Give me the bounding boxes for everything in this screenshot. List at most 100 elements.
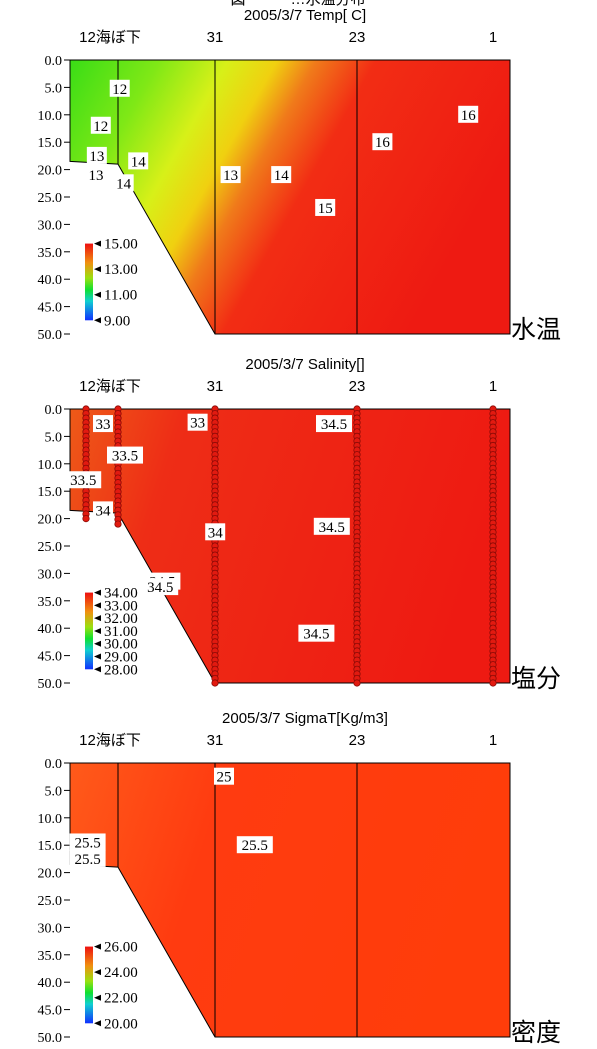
colorbar-label: 31.00 (104, 624, 138, 640)
contour-label: 33 (96, 417, 111, 433)
contour-label-bg (90, 116, 111, 134)
contour-label: 34 (96, 503, 112, 519)
colorbar-arrow (94, 627, 101, 634)
y-tick-label: 25.0 (38, 540, 63, 555)
panel-title: 2005/3/7 Salinity[] (245, 356, 364, 373)
colorbar-label: 13.00 (104, 262, 138, 278)
colorbar-arrow (94, 969, 101, 976)
contour-label-bg (109, 79, 130, 97)
contour-label: 33.5 (70, 473, 96, 489)
y-tick-label: 20.0 (38, 513, 63, 528)
contour-label-bg (107, 446, 143, 464)
contour-label: 16 (375, 135, 391, 151)
contour-label: 33 (190, 416, 205, 432)
y-tick-label: 0.0 (45, 757, 63, 772)
contour-label-bg (69, 849, 106, 867)
contour-label-bg (316, 415, 352, 433)
y-tick-label: 50.0 (38, 677, 63, 692)
station-label: 23 (349, 29, 366, 46)
colorbar-label: 26.00 (104, 940, 138, 956)
station-label: 31 (207, 29, 224, 46)
station-label: 23 (349, 378, 366, 395)
station-label: 23 (349, 732, 366, 749)
contour-label-bg (458, 105, 479, 123)
colorbar-arrow (94, 615, 101, 622)
y-tick-label: 45.0 (38, 301, 63, 316)
contour-label-bg (65, 471, 102, 489)
colorbar (85, 592, 93, 670)
section-panel-2: 2005/3/7 Salinity[]12海ぼ下 31 23 10.05.010.01… (38, 356, 562, 693)
contour-label-bg (113, 174, 134, 192)
y-tick-label: 10.0 (38, 458, 63, 473)
colorbar-label: 20.00 (104, 1016, 138, 1032)
sample-point (353, 679, 361, 687)
y-tick-label: 45.0 (38, 650, 63, 665)
colorbar-label: 9.00 (104, 313, 130, 329)
y-tick-label: 50.0 (38, 328, 63, 343)
contour-label: 12 (112, 82, 127, 98)
colorbar-arrow (94, 602, 101, 609)
station-label: 1 (489, 29, 497, 46)
panel-title: 2005/3/7 Temp[ C] (244, 7, 366, 24)
colorbar-arrow (94, 266, 101, 273)
contour-label-bg (85, 166, 106, 184)
contour-label-bg (220, 166, 241, 184)
sample-point (114, 520, 122, 528)
colorbar-arrow (94, 943, 101, 950)
contour-label: 25.5 (74, 835, 100, 851)
contour-label-bg (372, 133, 393, 151)
contour-label: 34.5 (303, 627, 329, 643)
contour-label-bg (271, 166, 292, 184)
colorbar-label: 11.00 (104, 288, 137, 304)
colorbar-arrow (94, 653, 101, 660)
y-tick-label: 20.0 (38, 164, 63, 179)
contour-label: 34 (208, 525, 224, 541)
colorbar-arrow (94, 317, 101, 324)
contour-label: 14 (116, 176, 132, 192)
station-label: 12海ぼ下 (79, 732, 141, 749)
contour-label-bg (315, 198, 336, 216)
contour-label: 33.5 (112, 449, 138, 465)
side-label: 水温 (511, 315, 561, 344)
side-label: 塩分 (511, 664, 561, 693)
y-tick-label: 10.0 (38, 812, 63, 827)
colorbar-label: 33.00 (104, 598, 138, 614)
y-tick-label: 40.0 (38, 976, 63, 991)
colorbar-label: 24.00 (104, 965, 138, 981)
side-label: 密度 (511, 1018, 561, 1047)
colorbar (85, 243, 93, 321)
y-tick-label: 35.0 (38, 595, 63, 610)
colorbar-label: 15.00 (104, 237, 138, 253)
contour-label: 25 (217, 770, 232, 786)
station-label: 31 (207, 378, 224, 395)
y-tick-label: 0.0 (45, 403, 63, 418)
colorbar-label: 30.00 (104, 637, 138, 653)
colorbar-arrow (94, 240, 101, 247)
contour-label: 34.5 (147, 580, 173, 596)
y-tick-label: 35.0 (38, 246, 63, 261)
contour-label-bg (128, 152, 149, 170)
y-tick-label: 30.0 (38, 218, 63, 233)
station-label: 31 (207, 732, 224, 749)
y-tick-label: 50.0 (38, 1031, 63, 1046)
colorbar-arrow (94, 640, 101, 647)
y-tick-label: 15.0 (38, 136, 63, 151)
contour-label-bg (313, 517, 350, 535)
contour-label: 12 (93, 119, 108, 135)
contour-label: 25.5 (74, 852, 100, 868)
station-label: 1 (489, 732, 497, 749)
contour-label-bg (298, 624, 335, 642)
colorbar-label: 34.00 (104, 586, 138, 602)
sample-point (489, 679, 497, 687)
y-tick-label: 0.0 (45, 54, 63, 69)
contour-label: 14 (131, 154, 147, 170)
station-label: 1 (489, 378, 497, 395)
station-label: 12海ぼ下 (79, 29, 141, 46)
section-panel-3: 2005/3/7 SigmaT[Kg/m3]12海ぼ下 31 23 10.05.010… (38, 710, 562, 1047)
y-tick-label: 30.0 (38, 921, 63, 936)
contour-label-bg (205, 523, 226, 541)
contour-label: 34.5 (321, 417, 347, 433)
y-tick-label: 30.0 (38, 567, 63, 582)
y-tick-label: 40.0 (38, 273, 63, 288)
